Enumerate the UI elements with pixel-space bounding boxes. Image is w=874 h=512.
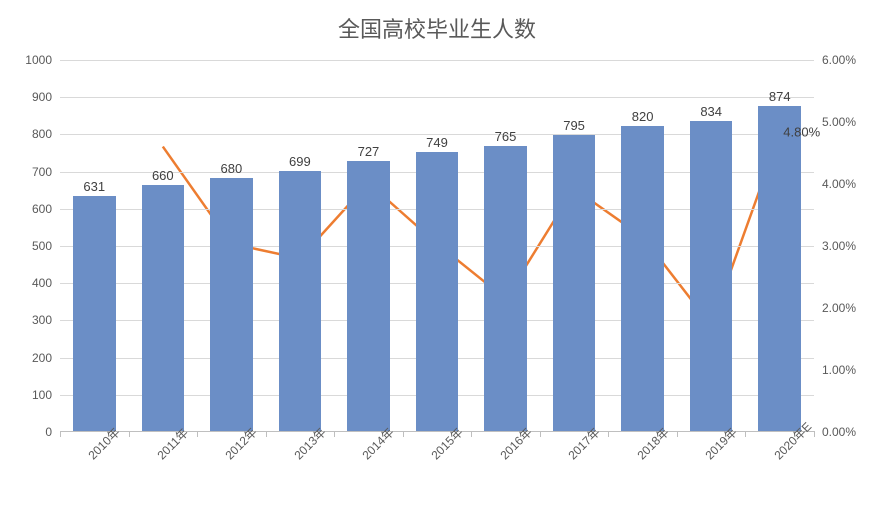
bar <box>758 106 800 431</box>
bar <box>142 185 184 431</box>
bar <box>347 161 389 431</box>
x-tick <box>60 431 61 437</box>
chart-container: 全国高校毕业生人数 010020030040050060070080090010… <box>0 0 874 512</box>
bar <box>279 171 321 431</box>
plot-area: 010020030040050060070080090010000.00%1.0… <box>60 60 814 432</box>
y-right-tick-label: 2.00% <box>814 301 856 315</box>
y-right-tick-label: 3.00% <box>814 239 856 253</box>
x-tick <box>745 431 746 437</box>
x-tick <box>197 431 198 437</box>
bar <box>690 121 732 431</box>
bar <box>484 146 526 431</box>
bar-value-label: 680 <box>201 161 261 176</box>
y-left-tick-label: 100 <box>32 388 60 402</box>
bar-value-label: 834 <box>681 104 741 119</box>
bar-value-label: 660 <box>133 168 193 183</box>
x-tick <box>677 431 678 437</box>
gridline <box>60 97 814 98</box>
bar-value-label: 820 <box>613 109 673 124</box>
bar <box>210 178 252 431</box>
x-tick <box>814 431 815 437</box>
y-left-tick-label: 900 <box>32 90 60 104</box>
y-left-tick-label: 700 <box>32 165 60 179</box>
bar-value-label: 874 <box>750 89 810 104</box>
y-right-tick-label: 1.00% <box>814 363 856 377</box>
bar-value-label: 727 <box>338 144 398 159</box>
bar-value-label: 631 <box>64 179 124 194</box>
bar-value-label: 795 <box>544 118 604 133</box>
y-left-tick-label: 600 <box>32 202 60 216</box>
y-left-tick-label: 500 <box>32 239 60 253</box>
gridline <box>60 60 814 61</box>
y-left-tick-label: 800 <box>32 127 60 141</box>
bar-value-label: 699 <box>270 154 330 169</box>
x-tick <box>608 431 609 437</box>
y-right-tick-label: 4.00% <box>814 177 856 191</box>
y-left-tick-label: 300 <box>32 313 60 327</box>
y-right-tick-label: 5.00% <box>814 115 856 129</box>
x-tick <box>334 431 335 437</box>
y-left-tick-label: 0 <box>45 425 60 439</box>
bar <box>416 152 458 431</box>
chart-title: 全国高校毕业生人数 <box>0 12 874 44</box>
y-left-tick-label: 200 <box>32 351 60 365</box>
y-right-tick-label: 0.00% <box>814 425 856 439</box>
line-value-label: 4.80% <box>783 125 820 140</box>
bar <box>621 126 663 431</box>
bar-value-label: 765 <box>476 129 536 144</box>
x-tick <box>266 431 267 437</box>
y-left-tick-label: 400 <box>32 276 60 290</box>
x-tick <box>540 431 541 437</box>
bar-value-label: 749 <box>407 135 467 150</box>
y-left-tick-label: 1000 <box>25 53 60 67</box>
bar <box>73 196 115 431</box>
bar <box>553 135 595 431</box>
y-right-tick-label: 6.00% <box>814 53 856 67</box>
x-tick <box>129 431 130 437</box>
x-tick <box>403 431 404 437</box>
x-tick <box>471 431 472 437</box>
